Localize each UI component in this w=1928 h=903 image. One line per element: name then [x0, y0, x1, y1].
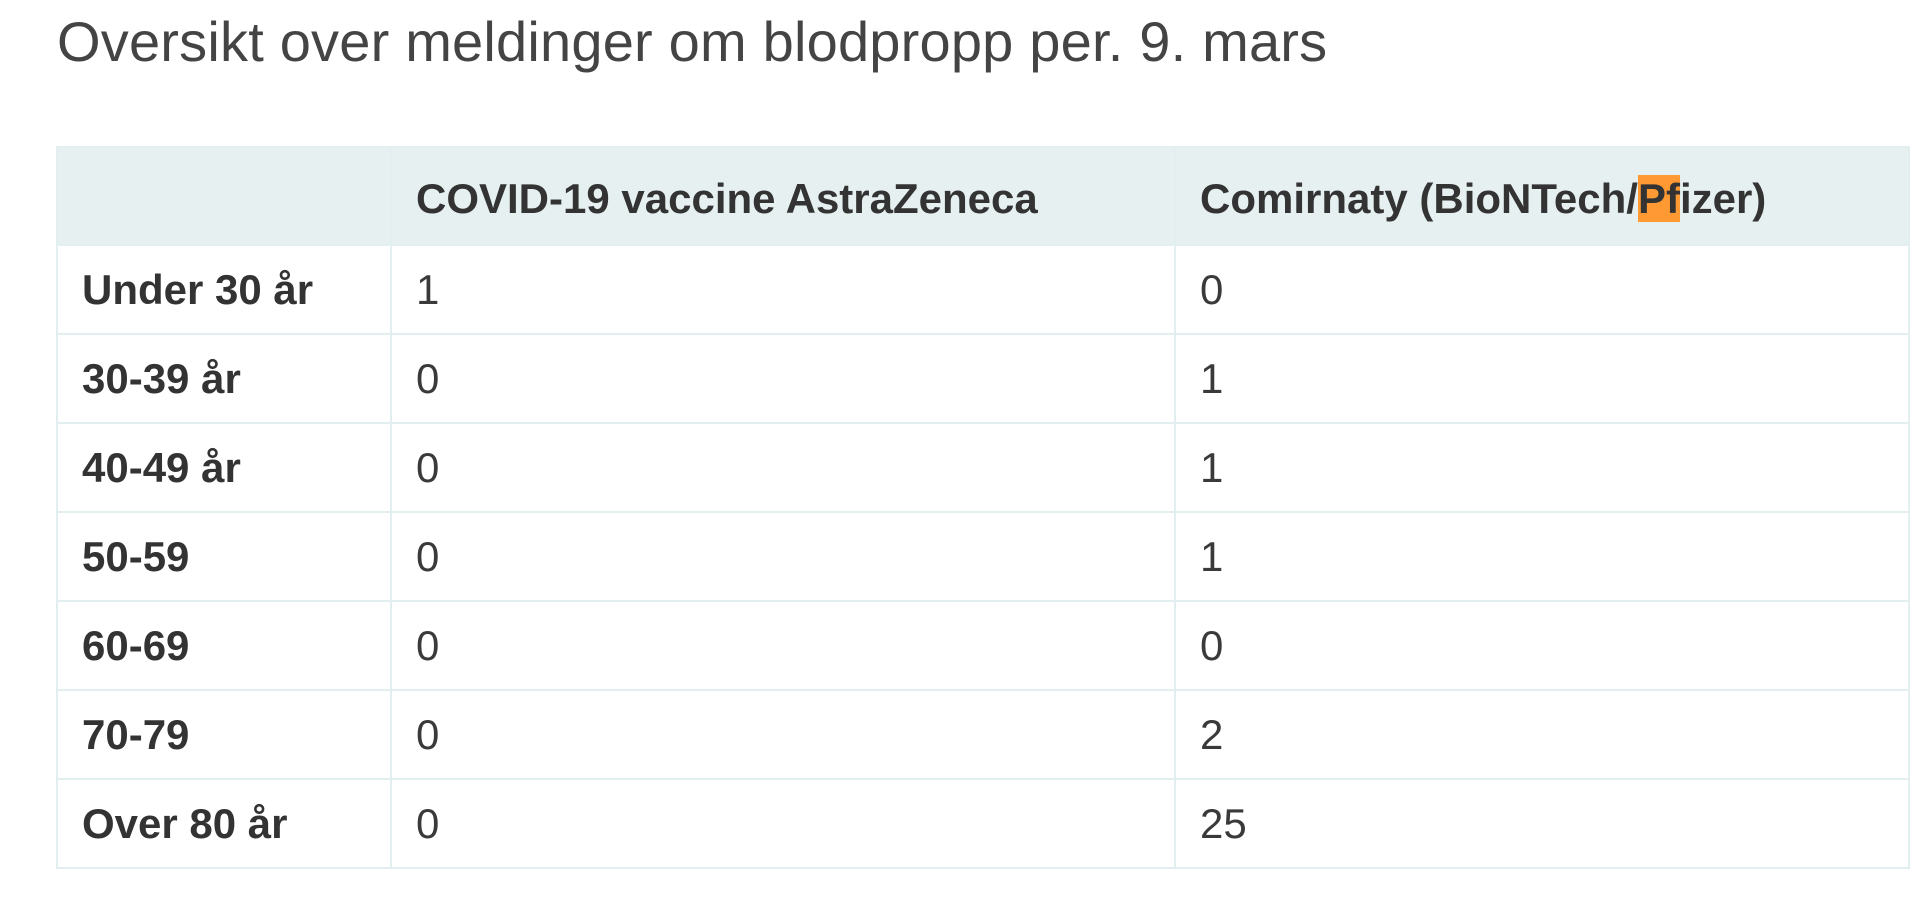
table-header-row: COVID-19 vaccine AstraZeneca Comirnaty (… [56, 146, 1910, 246]
pfizer-count-cell: 1 [1174, 422, 1910, 513]
header-corner-cell [56, 146, 392, 246]
header-pfizer-prefix: Comirnaty (BioNTech/ [1200, 175, 1638, 222]
header-pfizer: Comirnaty (BioNTech/Pfizer) [1174, 146, 1910, 246]
pfizer-count-cell: 1 [1174, 511, 1910, 602]
pfizer-count-cell: 25 [1174, 778, 1910, 869]
age-group-cell: Under 30 år [56, 244, 392, 335]
astrazeneca-count-cell: 0 [390, 689, 1176, 780]
header-astrazeneca: COVID-19 vaccine AstraZeneca [390, 146, 1176, 246]
pfizer-count-cell: 2 [1174, 689, 1910, 780]
table-row: 40-49 år 0 1 [56, 422, 1910, 513]
table-row: 60-69 0 0 [56, 600, 1910, 691]
age-group-cell: 30-39 år [56, 333, 392, 424]
astrazeneca-count-cell: 0 [390, 511, 1176, 602]
page-title: Oversikt over meldinger om blodpropp per… [57, 10, 1328, 73]
age-group-cell: 50-59 [56, 511, 392, 602]
astrazeneca-count-cell: 0 [390, 422, 1176, 513]
pfizer-count-cell: 0 [1174, 244, 1910, 335]
astrazeneca-count-cell: 0 [390, 600, 1176, 691]
table-row: 50-59 0 1 [56, 511, 1910, 602]
blood-clot-reports-table: COVID-19 vaccine AstraZeneca Comirnaty (… [56, 146, 1910, 869]
table-row: Over 80 år 0 25 [56, 778, 1910, 869]
age-group-cell: 60-69 [56, 600, 392, 691]
table-row: 30-39 år 0 1 [56, 333, 1910, 424]
astrazeneca-count-cell: 0 [390, 778, 1176, 869]
pfizer-count-cell: 1 [1174, 333, 1910, 424]
age-group-cell: 40-49 år [56, 422, 392, 513]
table-row: Under 30 år 1 0 [56, 244, 1910, 335]
astrazeneca-count-cell: 1 [390, 244, 1176, 335]
age-group-cell: Over 80 år [56, 778, 392, 869]
table-header: COVID-19 vaccine AstraZeneca Comirnaty (… [56, 146, 1910, 246]
table-row: 70-79 0 2 [56, 689, 1910, 780]
header-pfizer-suffix: izer) [1679, 175, 1767, 222]
search-highlight: Pf [1637, 175, 1680, 222]
astrazeneca-count-cell: 0 [390, 333, 1176, 424]
table-body: Under 30 år 1 0 30-39 år 0 1 40-49 år 0 … [56, 244, 1910, 869]
age-group-cell: 70-79 [56, 689, 392, 780]
pfizer-count-cell: 0 [1174, 600, 1910, 691]
